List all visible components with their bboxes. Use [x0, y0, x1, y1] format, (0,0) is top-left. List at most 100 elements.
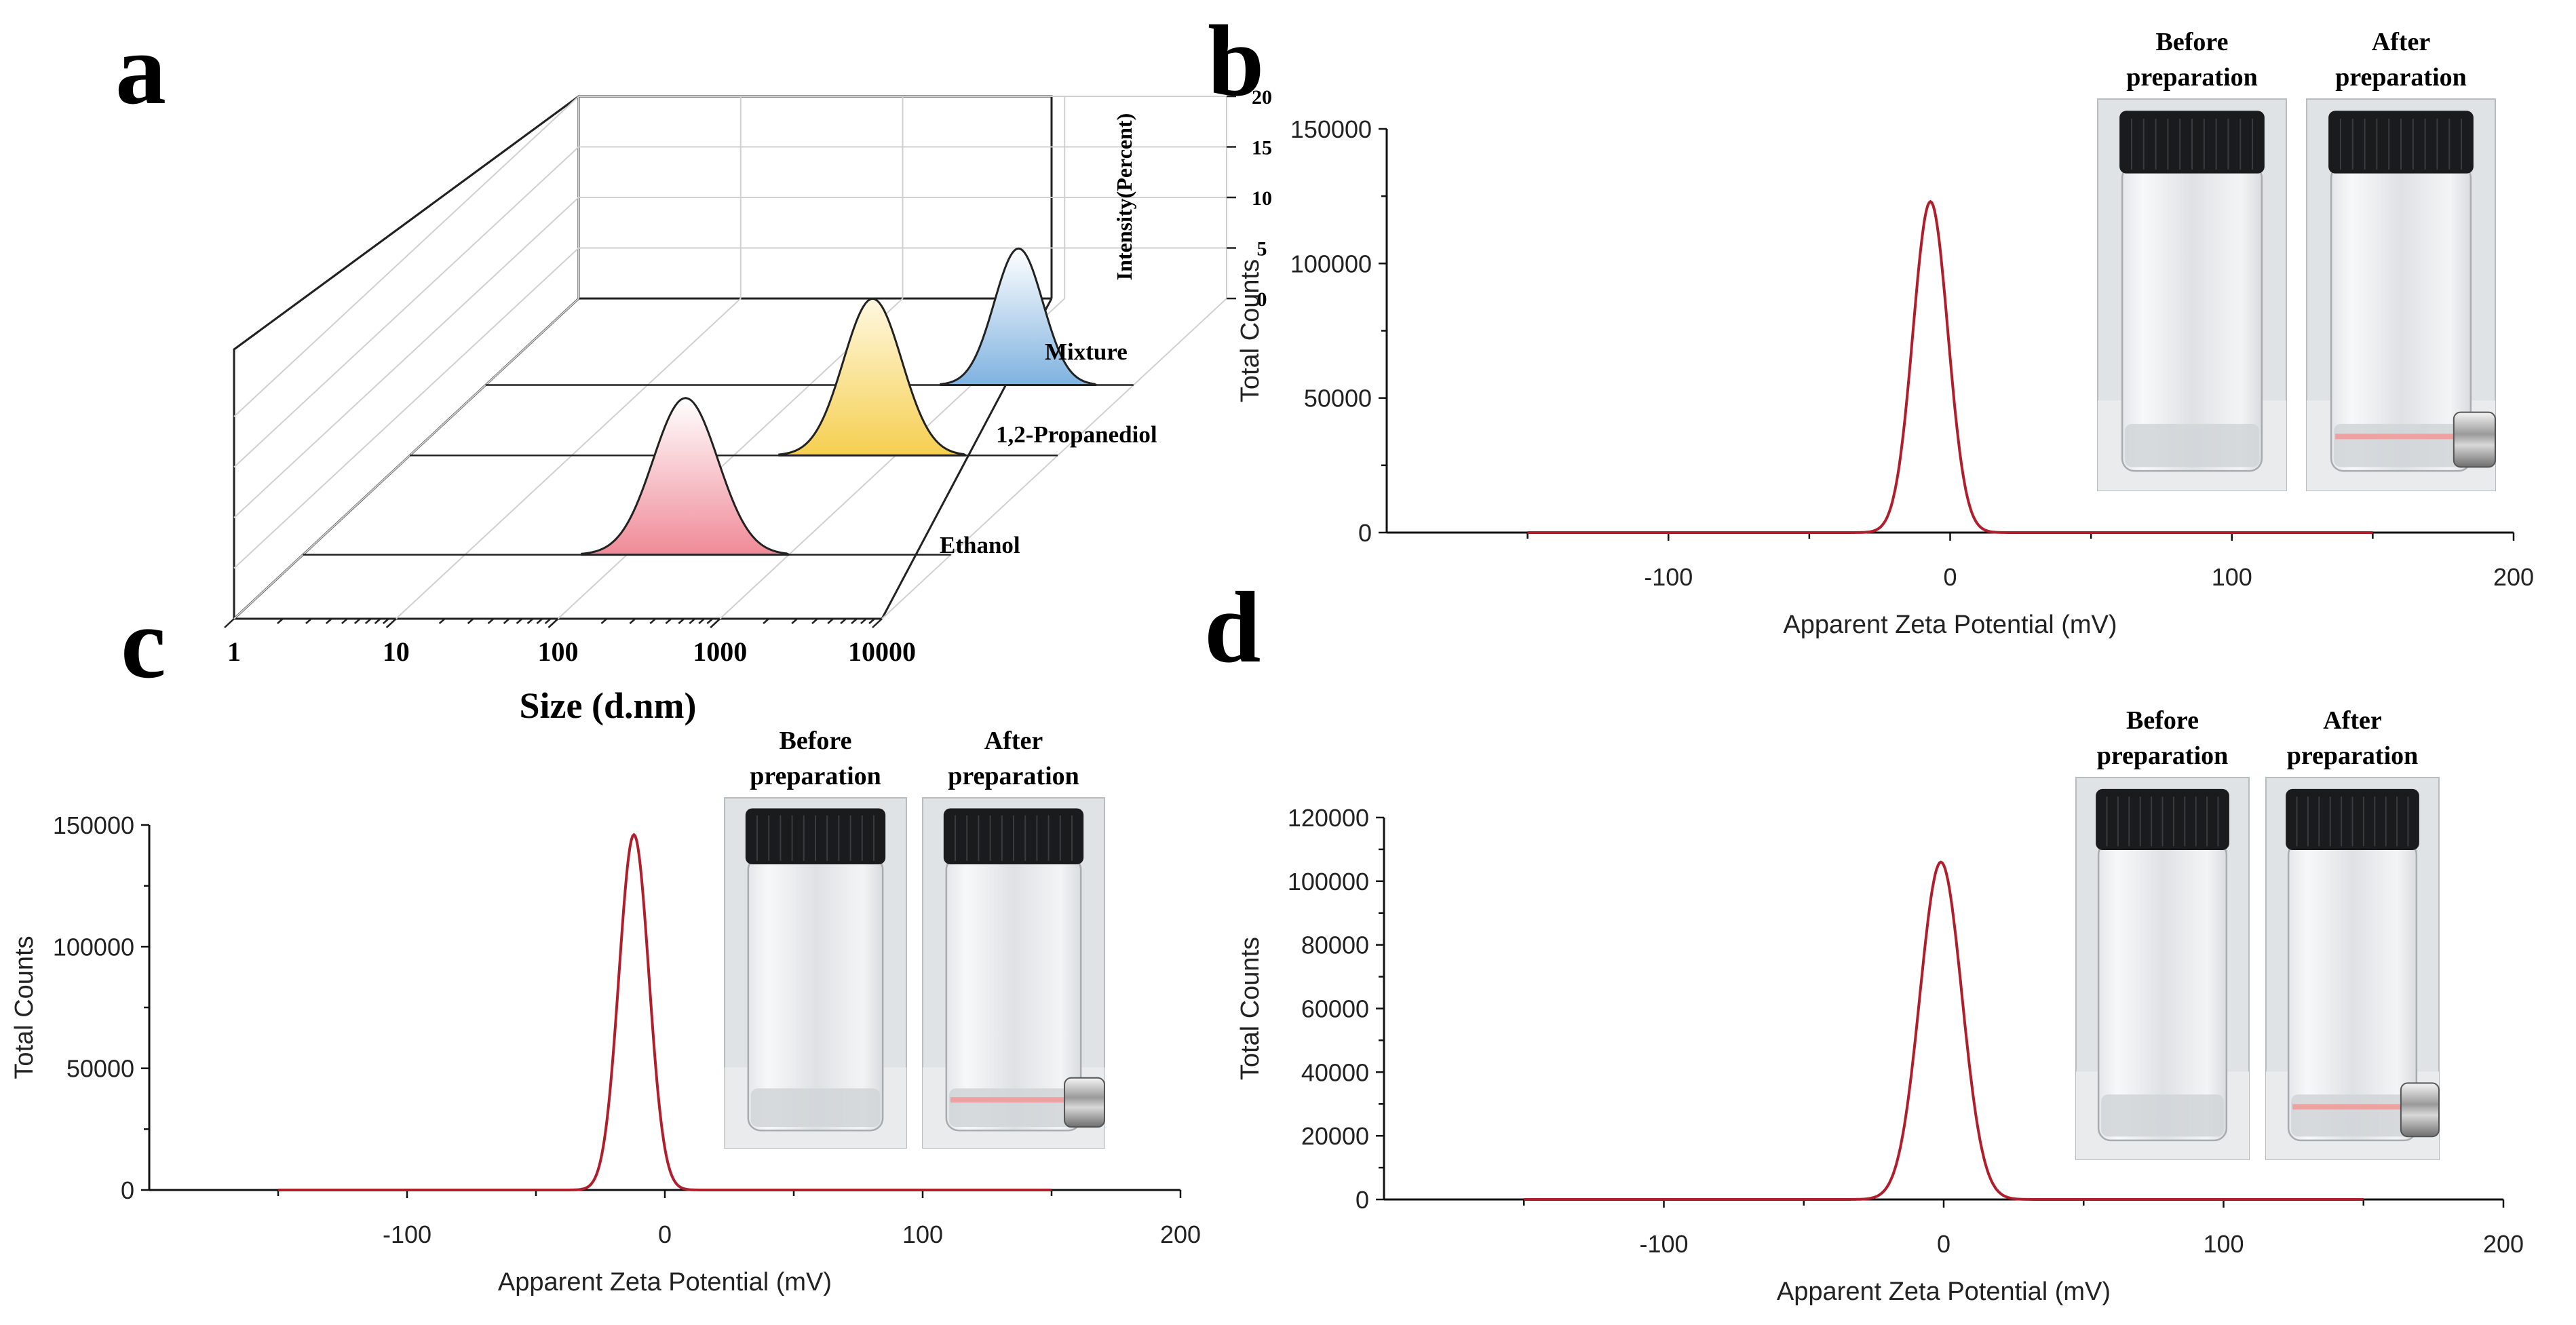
y-axis-label: Total Counts: [1236, 937, 1265, 1080]
z-tick-label: 20: [1252, 86, 1272, 109]
panel-a-z-ticks: 0 5 10 15 20: [1227, 86, 1272, 311]
x-axis-label: Apparent Zeta Potential (mV): [1783, 611, 2117, 639]
vial-liquid: [2101, 1094, 2224, 1137]
panel-a-x-ticks: 1 10 100 1000 10000: [224, 618, 916, 667]
inset-before-subtitle: preparation: [2126, 63, 2258, 92]
inset-after-title: After: [984, 727, 1043, 755]
x-tick-label: 100: [2212, 563, 2252, 591]
floor-gridline: [881, 298, 1227, 619]
x-tick-mark: [526, 618, 534, 624]
x-tick-mark: [872, 618, 883, 628]
z-tick-label: 10: [1252, 187, 1272, 210]
z-tick-label: 0: [1257, 288, 1267, 311]
y-tick-label: 0: [121, 1176, 134, 1204]
y-tick-label: 0: [1358, 519, 1372, 547]
x-axis-label: Apparent Zeta Potential (mV): [1777, 1278, 2111, 1306]
y-tick-label: 100000: [53, 933, 134, 961]
x-tick-mark: [600, 618, 608, 624]
x-tick-label: 200: [1160, 1221, 1201, 1248]
x-tick-mark: [516, 618, 523, 624]
inset-before-title: Before: [2156, 28, 2229, 56]
x-tick-mark: [374, 618, 381, 624]
y-tick-label: 40000: [1301, 1058, 1369, 1086]
x-tick-label: 1: [227, 636, 241, 667]
x-axis-label: Apparent Zeta Potential (mV): [498, 1268, 832, 1297]
x-tick-mark: [547, 618, 559, 628]
x-tick-label: 10000: [848, 636, 916, 667]
x-tick-label: 0: [658, 1221, 672, 1248]
x-tick-mark: [503, 618, 510, 624]
y-tick-label: 20000: [1301, 1122, 1369, 1150]
photo-before-preparation: [2097, 98, 2287, 491]
x-tick-label: 200: [2493, 563, 2534, 591]
side-wall-gridline: [233, 197, 579, 518]
y-tick-label: 100000: [1288, 868, 1369, 896]
laser-pointer: [2400, 1082, 2440, 1138]
x-tick-mark: [678, 618, 685, 624]
y-tick-label: 0: [1356, 1186, 1369, 1214]
panel-c-chart: -100 0 100 200 0 50000 100000 150000 Apparent Ze…: [10, 727, 1201, 1297]
x-tick-mark: [791, 618, 798, 624]
x-tick-mark: [860, 618, 867, 624]
panel-a-peaks: [581, 247, 1097, 556]
y-tick-label: 150000: [53, 811, 134, 839]
x-tick-label: 100: [2203, 1230, 2244, 1258]
x-tick-mark: [487, 618, 495, 624]
inset-after-title: After: [2372, 28, 2431, 56]
inset-before-subtitle: preparation: [2097, 742, 2229, 770]
panel-letter-d: d: [1204, 571, 1261, 684]
y-axis-label: Total Counts: [10, 936, 39, 1079]
vial-liquid: [2334, 423, 2468, 467]
x-tick-mark: [840, 618, 847, 624]
y-axis-label: Total Counts: [1236, 259, 1265, 402]
photo-before-preparation: [724, 797, 907, 1149]
y-tick-label: 80000: [1301, 932, 1369, 959]
zeta-curve: [1524, 860, 2364, 1201]
vial-liquid: [2291, 1094, 2414, 1137]
x-tick-mark: [277, 618, 284, 624]
panel-a-x-label: Size (d.nm): [520, 685, 697, 726]
vial-liquid: [2125, 423, 2259, 467]
inset-before-title: Before: [780, 727, 852, 755]
x-tick-mark: [325, 618, 332, 624]
vial-liquid: [948, 1088, 1079, 1128]
x-tick-label: 200: [2483, 1230, 2524, 1258]
x-tick-label: 1000: [693, 636, 747, 667]
photo-before-preparation: [2075, 777, 2250, 1160]
zeta-curve: [1527, 199, 2373, 534]
peak-ethanol: [581, 397, 790, 556]
x-tick-mark: [710, 618, 721, 628]
x-tick-label: 10: [383, 636, 410, 667]
x-tick-label: -100: [1639, 1230, 1688, 1258]
laser-pointer: [2453, 411, 2497, 468]
x-tick-mark: [763, 618, 769, 624]
panel-letter-a: a: [115, 13, 166, 126]
x-tick-mark: [341, 618, 348, 624]
z-tick-label: 15: [1252, 137, 1272, 159]
x-tick-mark: [811, 618, 818, 624]
peak-mixture: [940, 247, 1097, 386]
floor-gridline: [233, 298, 579, 619]
x-tick-mark: [665, 618, 672, 624]
y-tick-label: 120000: [1288, 804, 1369, 832]
photo-after-preparation: [2265, 777, 2440, 1160]
photo-after-preparation: [2306, 98, 2497, 491]
y-tick-label: 50000: [1304, 385, 1372, 412]
x-tick-mark: [827, 618, 834, 624]
series-label-propanediol: 1,2-Propanediol: [996, 421, 1157, 448]
x-tick-mark: [689, 618, 696, 624]
inset-after-subtitle: preparation: [948, 762, 1079, 790]
y-tick-label: 150000: [1290, 115, 1372, 143]
z-tick-label: 5: [1257, 238, 1267, 261]
inset-before-title: Before: [2126, 706, 2199, 735]
floor-gridline: [396, 298, 742, 619]
laser-beam: [2292, 1104, 2412, 1110]
x-tick-mark: [305, 618, 312, 624]
inset-before-subtitle: preparation: [750, 762, 881, 790]
x-tick-label: 100: [902, 1221, 943, 1248]
x-tick-mark: [536, 618, 543, 624]
laser-beam: [2335, 434, 2467, 440]
panel-letter-c: c: [121, 587, 166, 699]
